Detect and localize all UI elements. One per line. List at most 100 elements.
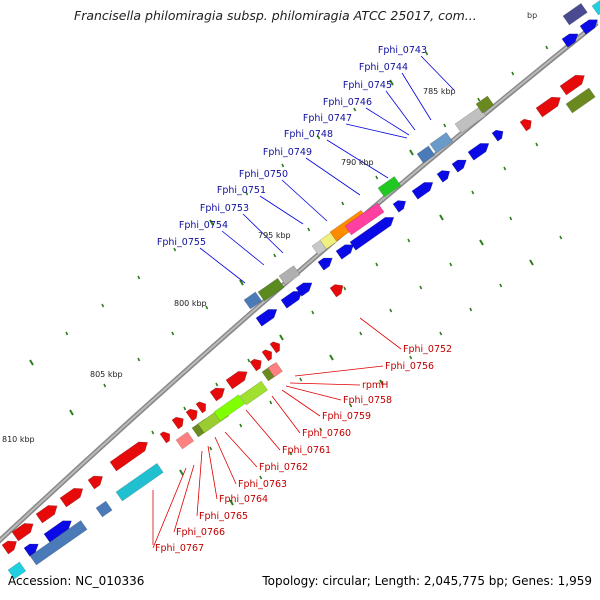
forward-leader-line bbox=[259, 195, 304, 225]
reverse-gene-block bbox=[175, 431, 195, 450]
tick-mark bbox=[471, 190, 475, 195]
tick-mark bbox=[311, 310, 315, 315]
tick-mark bbox=[449, 262, 453, 267]
tick-mark bbox=[137, 357, 141, 362]
reverse-leader-line bbox=[294, 365, 384, 377]
tick-mark bbox=[239, 279, 244, 286]
reverse-gene-arrow bbox=[195, 401, 207, 414]
reverse-gene-arrow bbox=[261, 349, 273, 362]
reverse-gene-arrow bbox=[329, 284, 344, 298]
tick-marks bbox=[29, 45, 563, 506]
tick-mark bbox=[353, 107, 357, 112]
tick-mark bbox=[269, 400, 273, 405]
tick-mark bbox=[137, 275, 141, 280]
reverse-gene-arrow bbox=[249, 358, 262, 372]
position-tick-label: 810 kbp bbox=[2, 435, 35, 444]
forward-gene-label: Fphi_0748 bbox=[284, 129, 333, 140]
tick-mark bbox=[289, 451, 293, 456]
forward-leader-line bbox=[385, 90, 416, 131]
reverse-gene-block bbox=[7, 561, 27, 580]
label-leader-lines bbox=[152, 55, 455, 549]
tick-mark bbox=[425, 51, 429, 56]
accession-label: Accession: NC_010336 bbox=[8, 574, 145, 588]
forward-leader-line bbox=[305, 157, 361, 196]
forward-gene-arrow bbox=[335, 244, 355, 260]
position-tick-labels: 785 kbp 790 kbp 795 kbp 800 kbp 805 kbp 810 k… bbox=[2, 87, 456, 444]
reverse-leader-line bbox=[196, 450, 203, 517]
forward-gene-label: Fphi_0747 bbox=[303, 113, 352, 124]
reverse-leader-line bbox=[224, 431, 258, 468]
tick-mark bbox=[245, 191, 249, 196]
tick-mark bbox=[511, 71, 515, 76]
reverse-gene-label: Fphi_0763 bbox=[238, 479, 287, 490]
tick-mark bbox=[329, 354, 334, 361]
reverse-gene-arrow bbox=[35, 505, 58, 524]
tick-mark bbox=[443, 123, 447, 128]
genome-summary: Topology: circular; Length: 2,045,775 bp… bbox=[262, 574, 592, 588]
tick-mark bbox=[209, 219, 214, 226]
tick-mark bbox=[343, 286, 347, 291]
tick-mark bbox=[379, 379, 384, 386]
tick-mark bbox=[359, 331, 363, 336]
position-tick-label: 790 kbp bbox=[341, 158, 374, 167]
tick-mark bbox=[319, 427, 323, 432]
reverse-leader-line bbox=[152, 467, 187, 549]
reverse-gene-block bbox=[239, 380, 269, 406]
reverse-leader-line bbox=[245, 409, 281, 451]
forward-gene-label: Fphi_0745 bbox=[343, 80, 392, 91]
reverse-gene-arrow bbox=[209, 387, 226, 402]
tick-mark bbox=[273, 253, 277, 258]
tick-mark bbox=[389, 79, 394, 86]
tick-mark bbox=[65, 331, 69, 336]
reverse-gene-arrow bbox=[185, 408, 198, 422]
reverse-gene-label: Fphi_0752 bbox=[403, 344, 452, 355]
tick-mark bbox=[259, 475, 263, 480]
forward-gene-label: Fphi_0753 bbox=[200, 203, 249, 214]
forward-leader-line bbox=[420, 55, 455, 91]
reverse-leader-line bbox=[173, 464, 195, 533]
forward-gene-label: Fphi_0755 bbox=[157, 237, 206, 248]
reverse-gene-arrow bbox=[225, 371, 248, 390]
tick-mark bbox=[341, 201, 345, 206]
forward-gene-block bbox=[416, 145, 436, 164]
forward-gene-arrow bbox=[295, 282, 313, 297]
tick-mark bbox=[545, 45, 549, 50]
tick-mark bbox=[317, 135, 321, 140]
position-tick-label: 785 kbp bbox=[423, 87, 456, 96]
tick-mark bbox=[469, 307, 473, 312]
forward-gene-label: Fphi_0749 bbox=[263, 147, 312, 158]
position-tick-label: 795 kbp bbox=[258, 231, 291, 240]
reverse-gene-arrow bbox=[171, 416, 184, 430]
forward-leader-line bbox=[326, 139, 389, 179]
forward-gene-arrow bbox=[491, 129, 504, 142]
tick-mark bbox=[477, 97, 481, 102]
tick-mark bbox=[479, 239, 484, 246]
forward-gene-arrow bbox=[451, 159, 467, 173]
forward-leader-line bbox=[242, 213, 284, 254]
forward-gene-label: Fphi_0751 bbox=[217, 185, 266, 196]
reverse-gene-arrow bbox=[59, 487, 84, 508]
forward-gene-arrow bbox=[392, 200, 407, 213]
forward-gene-arrow bbox=[579, 19, 599, 35]
tick-mark bbox=[349, 403, 353, 408]
tick-mark bbox=[247, 358, 251, 363]
tick-mark bbox=[559, 235, 563, 240]
forward-gene-block bbox=[257, 277, 285, 302]
tick-mark bbox=[103, 383, 107, 388]
reverse-gene-block bbox=[213, 394, 246, 422]
tick-mark bbox=[183, 406, 187, 411]
forward-leader-line bbox=[199, 247, 246, 284]
reverse-gene-label: Fphi_0761 bbox=[282, 445, 331, 456]
tick-mark bbox=[529, 259, 534, 266]
tick-mark bbox=[229, 499, 234, 506]
tick-mark bbox=[509, 216, 513, 221]
tick-mark bbox=[281, 163, 285, 168]
forward-gene-arrow bbox=[43, 520, 72, 543]
tick-mark bbox=[205, 305, 209, 310]
reverse-gene-label: Fphi_0759 bbox=[322, 411, 371, 422]
forward-gene-label: Fphi_0750 bbox=[239, 169, 288, 180]
tick-mark bbox=[299, 377, 303, 382]
forward-gene-label: Fphi_0744 bbox=[359, 62, 408, 73]
reverse-gene-label: Fphi_0762 bbox=[259, 462, 308, 473]
